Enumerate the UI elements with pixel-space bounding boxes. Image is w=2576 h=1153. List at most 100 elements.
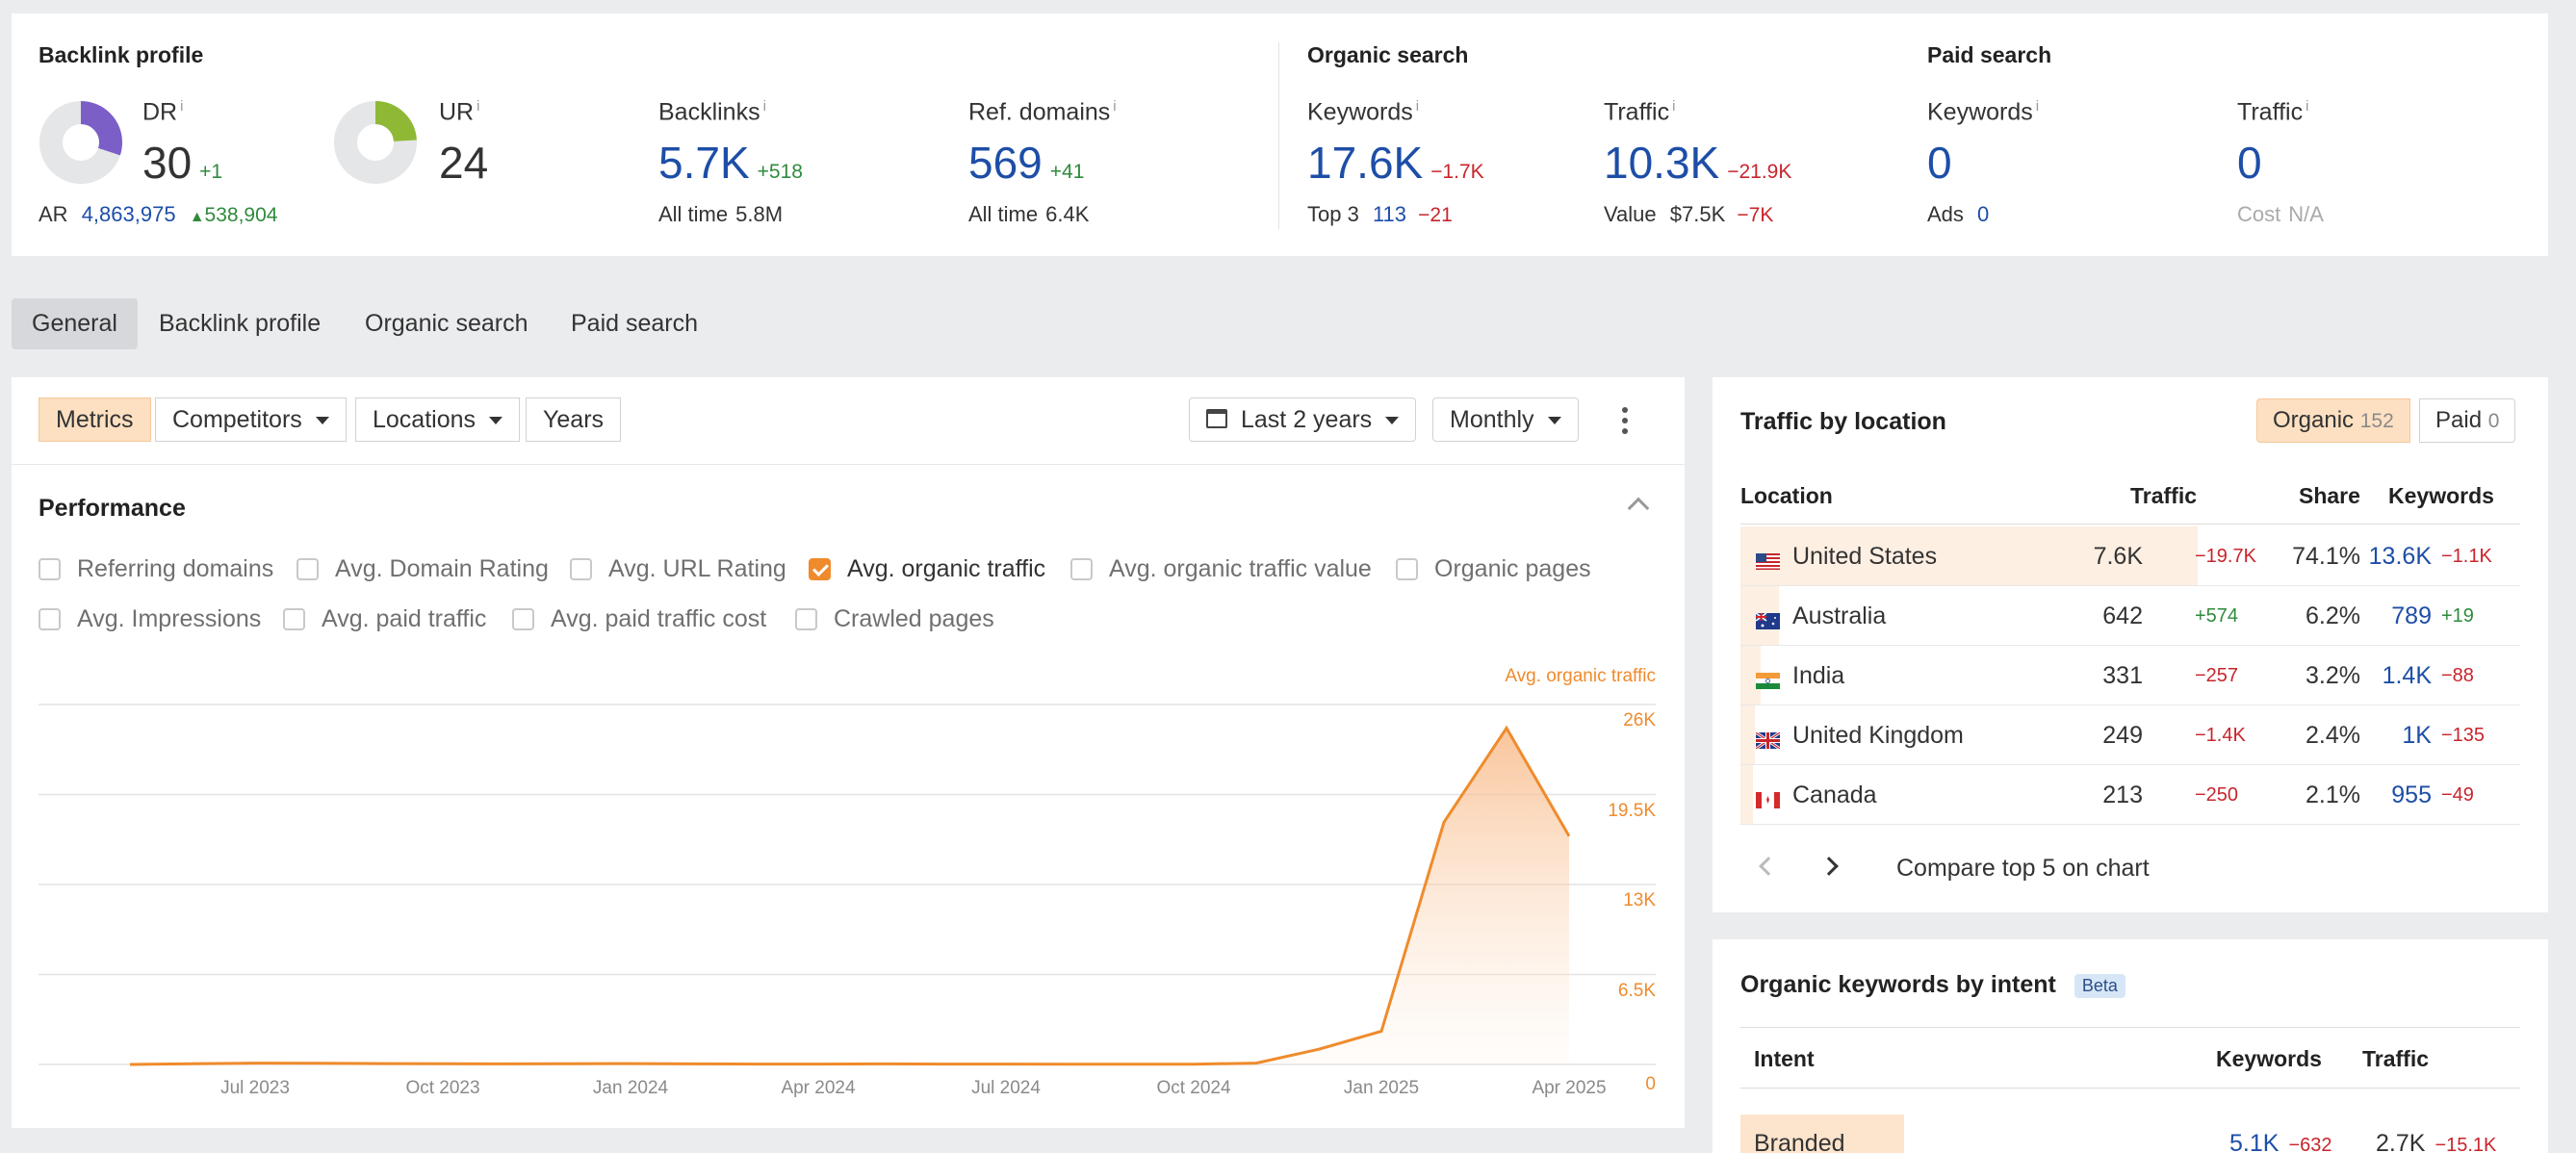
checkbox-avg-domain-rating[interactable]: Avg. Domain Rating bbox=[296, 555, 549, 583]
col-intent[interactable]: Intent bbox=[1754, 1046, 1815, 1071]
location-row[interactable]: Australia 642 +574 6.2% 789 +19 bbox=[1740, 586, 2520, 646]
toolbar-divider bbox=[12, 464, 1685, 465]
organic-top3-row: Top 3 113 −21 bbox=[1307, 202, 1453, 226]
dr-delta: +1 bbox=[199, 161, 223, 183]
years-button[interactable]: Years bbox=[526, 397, 622, 442]
competitors-dropdown[interactable]: Competitors bbox=[155, 397, 347, 442]
date-range-dropdown[interactable]: Last 2 years bbox=[1189, 397, 1417, 442]
organic-keywords-value-link[interactable]: 17.6K bbox=[1307, 138, 1424, 188]
paid-ads-row: Ads 0 bbox=[1927, 202, 1990, 226]
tab-general[interactable]: General bbox=[12, 298, 138, 349]
share-bar bbox=[1740, 705, 1756, 764]
tab-backlink-profile[interactable]: Backlink profile bbox=[159, 310, 322, 337]
ads-value-link[interactable]: 0 bbox=[1977, 202, 1990, 226]
tab-organic-search[interactable]: Organic search bbox=[365, 310, 528, 337]
organic-keywords-delta: −1.7K bbox=[1430, 161, 1484, 183]
chevron-down-icon bbox=[1547, 417, 1561, 425]
more-options-icon[interactable] bbox=[1613, 402, 1636, 439]
keywords-link[interactable]: 1K bbox=[2402, 722, 2432, 749]
backlinks-value-link[interactable]: 5.7K bbox=[658, 138, 750, 188]
tab-paid-search[interactable]: Paid search bbox=[571, 310, 699, 337]
col-location[interactable]: Location bbox=[1740, 483, 1833, 508]
value-delta: −7K bbox=[1737, 204, 1774, 226]
y-tick-label: 19.5K bbox=[1608, 800, 1656, 821]
traffic-delta: −257 bbox=[2195, 665, 2239, 686]
x-tick-label: Apr 2025 bbox=[1532, 1078, 1607, 1098]
backlink-profile-title: Backlink profile bbox=[39, 42, 204, 67]
top3-delta: −21 bbox=[1418, 204, 1453, 226]
ar-value-link[interactable]: 4,863,975 bbox=[81, 202, 176, 226]
paid-search-title: Paid search bbox=[1927, 42, 2052, 67]
share-value: 6.2% bbox=[2306, 602, 2360, 629]
dr-label: DR i bbox=[142, 98, 184, 126]
checkbox-avg-paid-traffic-cost[interactable]: Avg. paid traffic cost bbox=[512, 605, 766, 633]
organic-search-title: Organic search bbox=[1307, 42, 1469, 67]
ref-domains-value-link[interactable]: 569 bbox=[968, 138, 1043, 188]
share-value: 3.2% bbox=[2306, 662, 2360, 689]
organic-traffic-value-link[interactable]: 10.3K bbox=[1604, 138, 1720, 188]
col-traffic[interactable]: Traffic bbox=[2130, 483, 2198, 508]
intent-header-divider bbox=[1740, 1088, 2520, 1089]
location-row[interactable]: United Kingdom 249 −1.4K 2.4% 1K −135 bbox=[1740, 705, 2520, 765]
y-tick-label: 0 bbox=[1645, 1074, 1656, 1094]
location-row[interactable]: India 331 −257 3.2% 1.4K −88 bbox=[1740, 646, 2520, 705]
ar-up-icon: ▲ bbox=[189, 209, 205, 225]
checkbox-crawled-pages[interactable]: Crawled pages bbox=[795, 605, 994, 633]
share-bar bbox=[1740, 646, 1761, 705]
organic-traffic-label: Traffic i bbox=[1604, 98, 1676, 126]
share-value: 2.4% bbox=[2306, 722, 2360, 749]
keywords-delta: −135 bbox=[2441, 725, 2486, 746]
location-row[interactable]: United States 7.6K −19.7K 74.1% 13.6K −1.1K bbox=[1740, 526, 2520, 586]
checkbox-avg-paid-traffic[interactable]: Avg. paid traffic bbox=[283, 605, 486, 633]
top3-value-link[interactable]: 113 bbox=[1372, 202, 1407, 226]
organic-keywords-label: Keywords i bbox=[1307, 98, 1420, 126]
checkbox-avg-organic-traffic-value[interactable]: Avg. organic traffic value bbox=[1070, 555, 1372, 583]
keywords-link[interactable]: 955 bbox=[2391, 781, 2432, 808]
beta-badge: Beta bbox=[2074, 973, 2125, 998]
chart-series-label: Avg. organic traffic bbox=[1505, 666, 1656, 686]
ar-row: AR 4,863,975 ▲538,904 bbox=[39, 202, 278, 226]
ar-delta: 538,904 bbox=[204, 204, 278, 226]
ur-label: UR i bbox=[439, 98, 480, 126]
checkbox-avg-organic-traffic[interactable]: Avg. organic traffic bbox=[809, 555, 1045, 583]
traffic-value: 642 bbox=[2102, 602, 2143, 629]
backlinks-alltime: All time 5.8M bbox=[658, 202, 784, 226]
compare-top5-button[interactable]: Compare top 5 on chart bbox=[1896, 855, 2150, 882]
keywords-link[interactable]: 1.4K bbox=[2382, 662, 2432, 689]
col-intent-keywords[interactable]: Keywords bbox=[2216, 1046, 2322, 1071]
locations-dropdown[interactable]: Locations bbox=[355, 397, 521, 442]
location-row[interactable]: Canada 213 −250 2.1% 955 −49 bbox=[1740, 765, 2520, 825]
metrics-button[interactable]: Metrics bbox=[39, 397, 151, 442]
col-share[interactable]: Share bbox=[2299, 483, 2360, 508]
paid-traffic-value-link[interactable]: 0 bbox=[2237, 138, 2262, 188]
paid-toggle[interactable]: Paid 0 bbox=[2419, 398, 2516, 443]
ur-value: 24 bbox=[439, 138, 489, 188]
paid-keywords-label: Keywords i bbox=[1927, 98, 2040, 126]
x-tick-label: Jan 2024 bbox=[592, 1078, 669, 1098]
intent-top-divider bbox=[1740, 1027, 2520, 1028]
chevron-down-icon bbox=[1385, 417, 1400, 425]
organic-toggle[interactable]: Organic 152 bbox=[2256, 398, 2410, 443]
share-value: 2.1% bbox=[2306, 781, 2360, 808]
keywords-delta: −88 bbox=[2441, 665, 2474, 686]
traffic-value: 213 bbox=[2102, 781, 2143, 808]
share-bar bbox=[1740, 526, 2198, 585]
country-name: United Kingdom bbox=[1792, 722, 1964, 749]
col-keywords[interactable]: Keywords bbox=[2388, 483, 2494, 508]
checkbox-organic-pages[interactable]: Organic pages bbox=[1396, 555, 1591, 583]
country-name: Australia bbox=[1792, 602, 1887, 629]
col-intent-traffic[interactable]: Traffic bbox=[2362, 1046, 2430, 1071]
organic-traffic-value-row: 10.3K −21.9K bbox=[1604, 141, 1791, 185]
intent-traffic-value: 2.7K −15.1K bbox=[2376, 1130, 2497, 1153]
keywords-link[interactable]: 13.6K bbox=[2368, 543, 2432, 570]
interval-dropdown[interactable]: Monthly bbox=[1432, 397, 1579, 442]
intent-row[interactable]: Branded 5.1K −632 2.7K −15.1K bbox=[1740, 1115, 2520, 1153]
traffic-delta: +574 bbox=[2195, 605, 2239, 627]
checkbox-avg-impressions[interactable]: Avg. Impressions bbox=[39, 605, 261, 633]
keywords-link[interactable]: 789 bbox=[2391, 602, 2432, 629]
traffic-delta: −19.7K bbox=[2195, 546, 2256, 567]
checkbox-referring-domains[interactable]: Referring domains bbox=[39, 555, 273, 583]
checkbox-avg-url-rating[interactable]: Avg. URL Rating bbox=[570, 555, 786, 583]
paid-keywords-value-link[interactable]: 0 bbox=[1927, 138, 1952, 188]
keywords-delta: −49 bbox=[2441, 784, 2474, 806]
